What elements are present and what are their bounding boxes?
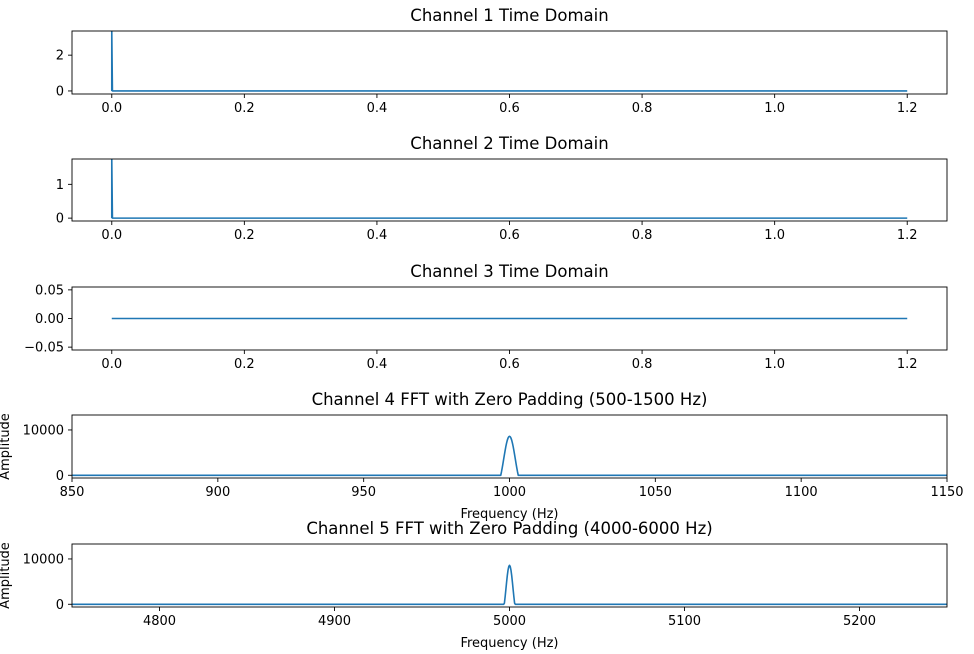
x-tick-label: 5100 xyxy=(668,614,701,629)
y-tick-label: 1 xyxy=(56,178,64,193)
subplot-5-title: Channel 5 FFT with Zero Padding (4000-60… xyxy=(306,519,712,538)
x-tick-label: 1.2 xyxy=(897,101,918,116)
x-tick-label: 0.4 xyxy=(367,228,388,243)
x-tick-label: 0.8 xyxy=(632,101,653,116)
y-tick-label: 0 xyxy=(56,212,64,227)
x-tick-label: 0.0 xyxy=(101,101,122,116)
axes-frame xyxy=(71,414,948,479)
series-line-1 xyxy=(72,564,947,606)
y-tick-label: 0 xyxy=(56,469,64,484)
x-tick-label: 1.0 xyxy=(764,357,785,372)
series-line-1 xyxy=(110,159,908,219)
x-tick-label: 0.6 xyxy=(499,101,520,116)
x-tick-label: 1050 xyxy=(639,485,672,500)
x-tick-label: 0.2 xyxy=(234,228,255,243)
series-line-1 xyxy=(110,31,908,92)
y-tick-label: 10000 xyxy=(23,552,64,567)
y-tick-label: 0.05 xyxy=(35,283,64,298)
x-axis-label: Frequency (Hz) xyxy=(460,507,558,522)
subplot-5: Channel 5 FFT with Zero Padding (4000-60… xyxy=(0,519,948,651)
x-tick-label: 1.0 xyxy=(764,228,785,243)
x-tick-label: 950 xyxy=(351,485,376,500)
y-tick-label: 0.00 xyxy=(35,312,64,327)
x-tick-label: 1000 xyxy=(493,485,526,500)
axes-frame xyxy=(71,30,948,95)
y-axis-label: Amplitude xyxy=(0,542,13,609)
y-tick-label: −0.05 xyxy=(24,341,64,356)
x-tick-label: 0.8 xyxy=(632,228,653,243)
axes-frame xyxy=(71,158,948,222)
y-tick-label: 2 xyxy=(56,49,64,64)
axes-frame xyxy=(71,543,948,608)
x-tick-label: 0.4 xyxy=(367,101,388,116)
x-tick-label: 850 xyxy=(60,485,85,500)
x-tick-label: 1.2 xyxy=(897,357,918,372)
x-tick-label: 900 xyxy=(205,485,230,500)
x-tick-label: 1150 xyxy=(930,485,963,500)
subplot-1-title: Channel 1 Time Domain xyxy=(410,6,608,25)
y-tick-label: 0 xyxy=(56,84,64,99)
x-tick-label: 0.2 xyxy=(234,101,255,116)
y-tick-label: 0 xyxy=(56,598,64,613)
subplot-3-title: Channel 3 Time Domain xyxy=(410,262,608,281)
y-axis-label: Amplitude xyxy=(0,413,13,480)
subplot-1: Channel 1 Time Domain 0.0 0.2 0.4 0.6 0.8 1.0 1… xyxy=(56,6,948,116)
y-tick-label: 10000 xyxy=(23,423,64,438)
x-tick-label: 5000 xyxy=(493,614,526,629)
x-tick-label: 4800 xyxy=(143,614,176,629)
x-tick-label: 1.0 xyxy=(764,101,785,116)
x-tick-label: 1.2 xyxy=(897,228,918,243)
subplot-4: Channel 4 FFT with Zero Padding (500-150… xyxy=(0,390,964,522)
x-tick-label: 0.8 xyxy=(632,357,653,372)
subplot-3: Channel 3 Time Domain 0.0 0.2 0.4 0.6 0.8 1.0 1… xyxy=(24,262,948,372)
x-tick-label: 4900 xyxy=(318,614,351,629)
subplot-2: Channel 2 Time Domain 0.0 0.2 0.4 0.6 0.8 1.0 1… xyxy=(56,134,948,243)
x-tick-label: 0.0 xyxy=(101,228,122,243)
x-tick-label: 5200 xyxy=(843,614,876,629)
x-tick-label: 0.4 xyxy=(367,357,388,372)
x-tick-label: 0.6 xyxy=(499,357,520,372)
x-tick-label: 0.0 xyxy=(101,357,122,372)
subplot-2-title: Channel 2 Time Domain xyxy=(410,134,608,153)
subplot-4-title: Channel 4 FFT with Zero Padding (500-150… xyxy=(312,390,708,409)
x-tick-label: 0.6 xyxy=(499,228,520,243)
x-tick-label: 0.2 xyxy=(234,357,255,372)
x-axis-label: Frequency (Hz) xyxy=(460,636,558,651)
x-tick-label: 1100 xyxy=(785,485,818,500)
series-line-1 xyxy=(72,435,947,477)
